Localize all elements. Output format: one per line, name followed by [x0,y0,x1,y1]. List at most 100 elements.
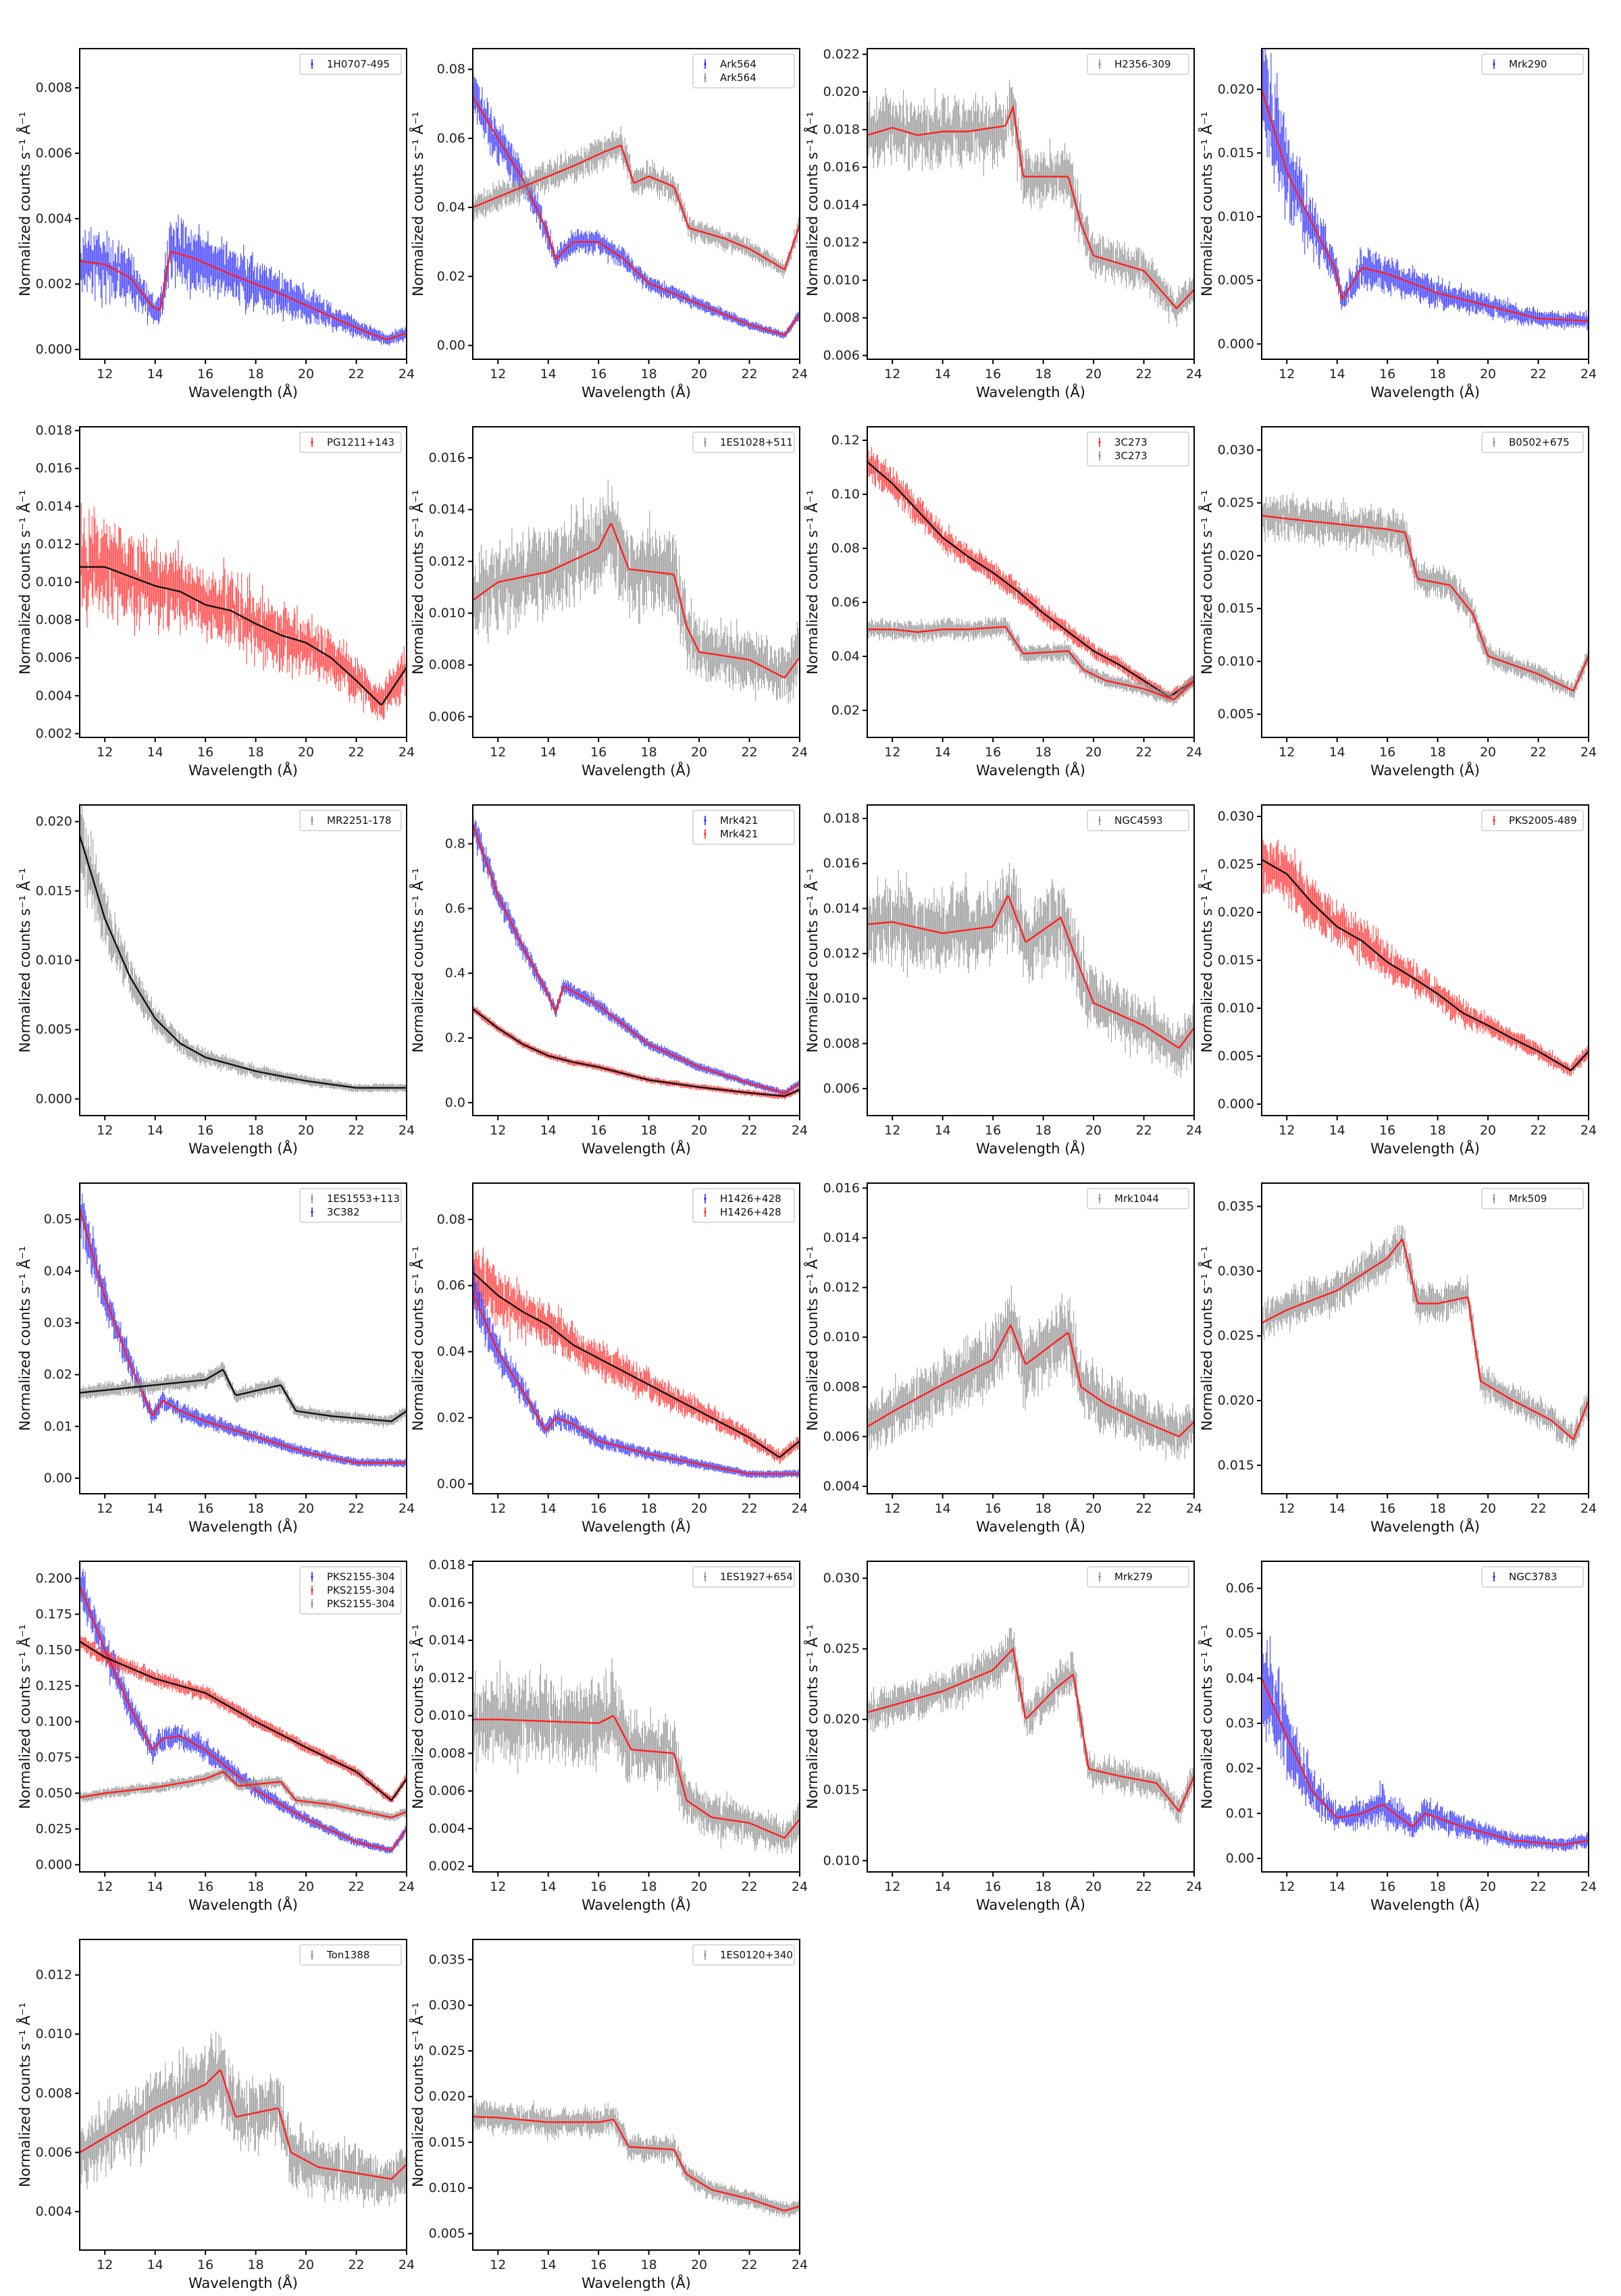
x-tick-label: 18 [1430,745,1446,760]
x-axis-label: Wavelength (Å) [188,761,298,779]
y-tick-label: 0.0 [445,1095,465,1110]
y-tick-label: 0.000 [1218,336,1254,351]
x-tick-label: 16 [590,367,607,382]
model-curve [473,1008,800,1097]
legend: PG1211+143 [299,432,402,453]
legend-marker-dot [704,441,706,444]
model-curve [473,824,800,1094]
legend-box [692,432,795,453]
legend-marker-dot [1098,63,1101,66]
x-tick-label: 20 [1480,367,1496,382]
chart-panel-1: 12 14 16 18 20 22 24 0.000 0.002 0.004 0.006 0.008 W… [0,27,415,404]
legend-marker-dot [1493,441,1495,444]
y-axis-label: Normalized counts s⁻¹ Å⁻¹ [16,490,33,675]
model-curve [473,96,800,336]
y-axis-label: Normalized counts s⁻¹ Å⁻¹ [409,868,426,1053]
series-group [1262,492,1589,699]
y-tick-label: 0.025 [1218,496,1254,511]
data-points-grey [867,616,1194,706]
chart-svg-8: 12 14 16 18 20 22 24 0.005 0.010 0.015 0.020 0.025 0… [1198,426,1597,779]
legend-entry: Mrk421 [720,814,758,827]
y-tick-label: 0.00 [437,338,465,353]
legend-entry: H2356-309 [1114,58,1171,70]
y-axis-label: Normalized counts s⁻¹ Å⁻¹ [409,490,426,675]
legend-box [1481,432,1584,453]
series-group [867,862,1194,1078]
legend-entry: B0502+675 [1509,436,1570,448]
x-tick-label: 22 [741,367,757,382]
chart-svg-11: 12 14 16 18 20 22 240.0060.0080.0100.0120.0140… [803,804,1202,1157]
series-group [80,214,407,346]
x-tick-label: 22 [1135,745,1152,760]
legend-marker-dot [704,833,706,835]
x-tick-label: 16 [590,745,607,760]
x-tick-label: 18 [641,367,657,382]
y-tick-label: 0.012 [429,554,465,569]
y-tick-label: 0.016 [429,450,465,465]
axes-frame [472,48,800,360]
model-curve [473,523,800,679]
y-tick-label: 0.018 [36,423,72,438]
x-tick-label: 18 [641,1123,657,1138]
y-tick-label: 0.015 [1218,601,1254,616]
x-tick-label: 22 [741,745,757,760]
chart-panel-6: 12 14 16 18 20 22 24 0.006 0.008 0.010 0.012 0.014 0… [393,405,808,782]
x-tick-label: 16 [985,745,1001,760]
y-tick-label: 0.014 [823,197,860,212]
y-tick-label: 0.002 [36,277,72,292]
legend-box [692,53,795,88]
model-curve [473,145,800,271]
legend: 1ES1028+511 [692,432,795,453]
legend-box [1481,53,1584,75]
model-curve [80,251,407,341]
x-axis-label: Wavelength (Å) [976,383,1085,400]
y-tick-label: 0.04 [831,649,860,664]
x-tick-label: 20 [691,1123,707,1138]
x-axis-label: Wavelength (Å) [1370,383,1480,400]
legend: 1H0707-495 [299,53,402,75]
model-curve [1262,88,1589,322]
x-tick-label: 12 [1279,745,1295,760]
chart-svg-4: 12 14 16 18 20 22 24 0.000 0.005 0.010 0.015 0.020 W… [1198,48,1597,400]
y-tick-label: 0.08 [437,62,465,77]
x-tick-label: 22 [348,745,364,760]
y-tick-label: 0.10 [831,487,860,502]
legend: Ark564 Ark564 [692,53,795,88]
y-tick-label: 0.010 [429,606,465,621]
model-curve [867,625,1194,701]
y-axis-label: Normalized counts s⁻¹ Å⁻¹ [16,111,33,296]
legend-entry: Mrk421 [720,828,758,840]
data-points-grey [473,126,800,279]
x-tick-label: 14 [540,367,557,382]
legend-entry: 3C273 [1114,450,1148,462]
legend-marker-dot [704,819,706,822]
axes-frame [472,804,800,1116]
model-curve [867,104,1194,310]
data-points-grey [867,862,1194,1078]
legend-marker-dot [704,76,706,79]
y-tick-label: 0.020 [1218,82,1254,97]
legend: H2356-309 [1087,53,1189,75]
legend-box [692,810,795,845]
y-tick-label: 0.000 [36,1091,72,1106]
x-tick-label: 18 [248,367,264,382]
legend-marker-dot [704,63,706,66]
y-tick-label: 0.016 [36,461,72,476]
x-tick-label: 12 [884,367,900,382]
x-tick-label: 22 [1530,745,1546,760]
y-tick-label: 0.6 [445,901,465,916]
series-group [80,502,407,721]
y-tick-label: 0.015 [1218,146,1254,161]
axes-frame [79,804,407,1116]
legend-marker-dot [311,441,313,444]
y-tick-label: 0.020 [36,814,72,829]
legend-marker-dot [1098,441,1101,444]
legend-box [299,53,402,75]
x-tick-label: 22 [1135,367,1152,382]
x-tick-label: 18 [1035,367,1052,382]
y-tick-label: 0.014 [36,499,72,514]
y-axis-label: Normalized counts s⁻¹ Å⁻¹ [1198,490,1215,675]
x-tick-label: 14 [147,745,163,760]
legend: 3C273 3C273 [1087,432,1189,467]
